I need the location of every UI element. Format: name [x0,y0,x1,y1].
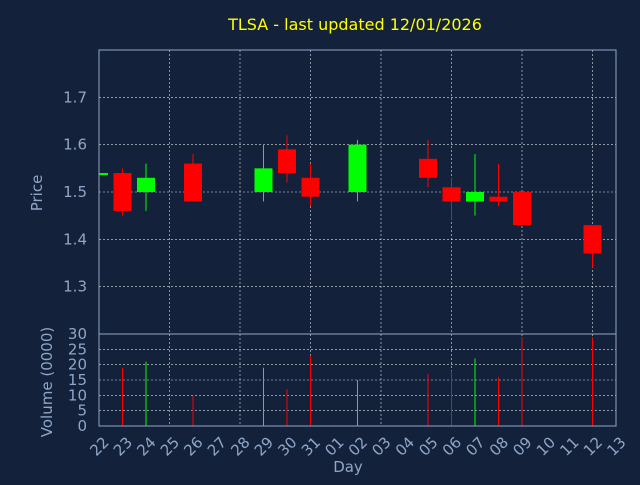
x-tick-label: 23 [110,433,136,459]
x-tick-label: 02 [345,433,371,459]
x-tick-label: 13 [603,433,629,459]
x-tick-label: 09 [509,433,535,459]
price-grid [99,50,616,334]
candle [278,135,296,183]
candle-body [419,158,437,178]
candle-body [442,187,461,202]
candle-body [278,149,296,174]
x-tick-label: 28 [227,433,253,459]
price-tick-label: 1.4 [63,230,87,248]
volume-tick-label: 0 [77,417,87,435]
candle [348,139,367,202]
x-tick-label: 25 [157,433,183,459]
chart-title: TLSA - last updated 12/01/2026 [227,15,482,34]
volume-panel-frame [98,333,617,427]
x-tick-label: 31 [298,433,324,459]
candle [419,139,437,188]
x-tick-label: 26 [180,433,206,459]
candle-body [184,163,202,202]
x-tick-label: 12 [580,433,606,459]
x-tick-label: 10 [533,433,559,459]
candle-body [99,173,108,176]
candle [254,144,273,202]
candle-body [513,192,531,226]
candles [99,135,602,268]
x-tick-label: 06 [439,433,465,459]
volume-tick-label: 20 [68,356,87,374]
x-tick-label: 05 [415,433,441,459]
candle-body [254,168,273,192]
price-tick-label: 1.3 [63,278,87,296]
candle-body [137,177,155,192]
x-tick-label: 22 [86,433,112,459]
volume-tick-label: 15 [68,371,87,389]
x-tick-label: 01 [321,433,347,459]
candle [513,192,531,226]
volume-bars [122,337,593,426]
candle-body [348,144,367,192]
x-tick-label: 07 [462,433,488,459]
price-axis-title: Price [28,175,46,212]
x-tick-label: 03 [368,433,394,459]
x-axis-title: Day [333,458,363,476]
candle [301,163,320,207]
candle-body [489,196,508,202]
price-tick-label: 1.7 [63,88,87,106]
x-tick-label: 29 [251,433,277,459]
candle [99,173,108,176]
candle [489,163,508,207]
candle-body [466,192,484,202]
x-tick-label: 08 [486,433,512,459]
x-tick-label: 27 [204,433,230,459]
x-tick-label: 24 [133,433,159,459]
price-ticks: 1.3 1.4 1.5 1.6 1.7 [63,88,87,295]
price-tick-label: 1.5 [63,183,87,201]
price-tick-label: 1.6 [63,136,87,154]
candle-body [583,225,602,254]
candle [184,154,202,202]
x-tick-label: 30 [274,433,300,459]
volume-tick-label: 5 [77,402,87,420]
candle-body [301,177,320,197]
candle [442,177,461,221]
x-tick-label: 04 [392,433,418,459]
volume-tick-label: 30 [68,325,87,343]
x-tick-label: 11 [556,433,582,459]
candle [466,154,484,216]
volume-tick-label: 10 [68,386,87,404]
candle [137,163,155,211]
candle [583,225,602,268]
candle-body [113,173,132,211]
volume-axis-title: Volume (0000) [38,327,56,437]
volume-tick-label: 25 [68,340,87,358]
candle [113,168,132,216]
x-ticks: 2223242526272829303101020304050607080910… [86,433,629,459]
